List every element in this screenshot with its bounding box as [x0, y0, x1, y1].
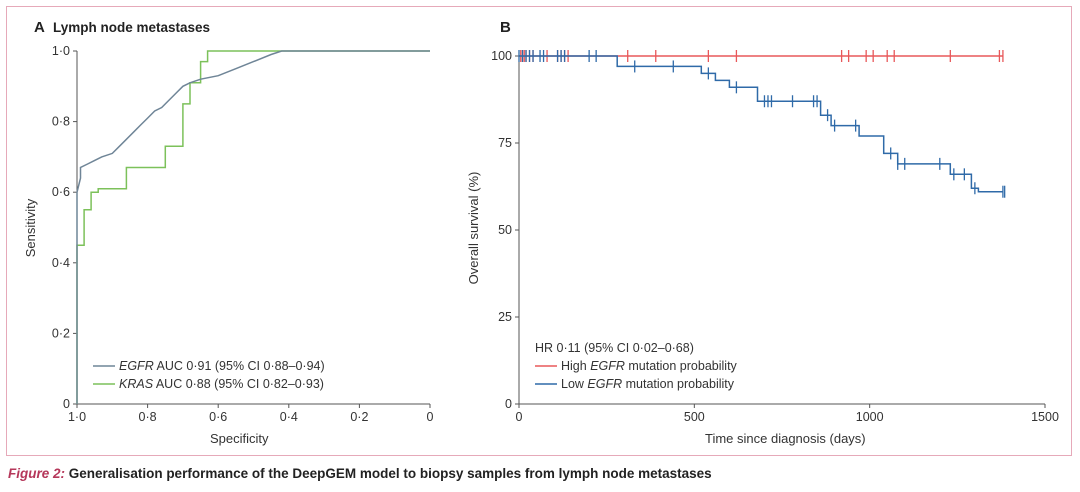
x-tick-label: 1500 — [1031, 410, 1059, 424]
x-tick-label: 0·8 — [139, 410, 157, 424]
panel-b-x-label: Time since diagnosis (days) — [705, 431, 866, 446]
panel-b-legend: HR 0·11 (95% CI 0·02–0·68) High EGFR mut… — [535, 341, 738, 391]
panel-a-y-label: Sensitivity — [23, 198, 38, 257]
y-tick-label: 0·6 — [52, 185, 70, 199]
y-tick-label: 0·8 — [52, 115, 70, 129]
x-tick-label: 1000 — [856, 410, 884, 424]
x-tick-label: 0 — [427, 410, 434, 424]
x-tick-label: 0·6 — [209, 410, 227, 424]
x-tick-label: 1·0 — [68, 410, 86, 424]
figure-caption-text: Generalisation performance of the DeepGE… — [68, 466, 712, 481]
roc-curve-egfr — [76, 50, 430, 404]
y-tick-label: 50 — [498, 223, 512, 237]
legend-label-low: Low EGFR mutation probability — [561, 377, 735, 391]
figure-caption: Figure 2: Generalisation performance of … — [8, 466, 712, 481]
y-tick-label: 0·4 — [52, 256, 70, 270]
y-tick-label: 25 — [498, 310, 512, 324]
legend-label-kras: KRAS AUC 0·88 (95% CI 0·82–0·93) — [119, 377, 324, 391]
panel-b: B 0 500 1000 1500 0 25 50 75 100 Time since diag… — [466, 19, 1059, 446]
x-tick-label: 0·4 — [280, 410, 298, 424]
x-tick-label: 500 — [684, 410, 705, 424]
y-tick-label: 0 — [505, 397, 512, 411]
panel-b-letter: B — [500, 19, 511, 36]
y-tick-label: 1·0 — [52, 44, 70, 58]
panel-a-letter: A — [34, 19, 45, 36]
figure-label: Figure 2: — [8, 466, 66, 481]
legend-label-egfr: EGFR AUC 0·91 (95% CI 0·88–0·94) — [119, 359, 325, 373]
y-tick-label: 0 — [63, 397, 70, 411]
roc-curve-kras — [76, 50, 430, 404]
hr-annotation: HR 0·11 (95% CI 0·02–0·68) — [535, 341, 694, 355]
panel-b-y-label: Overall survival (%) — [466, 172, 481, 285]
x-tick-label: 0·2 — [350, 410, 368, 424]
x-tick-label: 0 — [516, 410, 523, 424]
panel-a-title: Lymph node metastases — [53, 20, 210, 35]
panel-a: A Lymph node metastases 1·0 0·8 0·6 0·4 0·2 0… — [23, 19, 434, 446]
legend-label-high: High EGFR mutation probability — [561, 359, 738, 373]
y-tick-label: 100 — [491, 49, 512, 63]
y-tick-label: 0·2 — [52, 326, 70, 340]
km-curve-low — [519, 55, 1003, 193]
panel-a-legend: EGFR AUC 0·91 (95% CI 0·88–0·94) KRAS AU… — [93, 359, 325, 391]
y-tick-label: 75 — [498, 136, 512, 150]
figure-frame — [6, 6, 1072, 456]
panel-a-x-label: Specificity — [210, 431, 269, 446]
